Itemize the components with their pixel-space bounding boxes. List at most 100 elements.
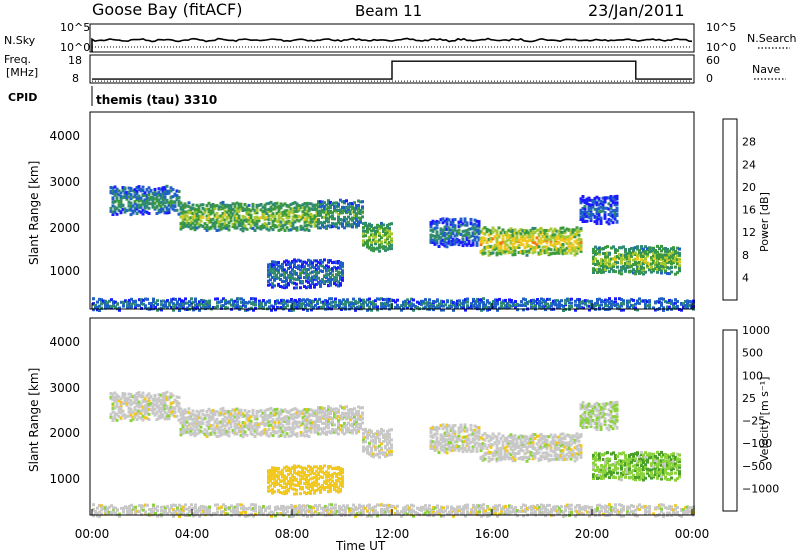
power-cell [614,304,617,307]
power-cell [263,222,267,226]
velocity-cell [291,478,294,482]
velocity-cell [287,480,290,483]
power-cell [471,226,475,230]
power-cell [522,303,525,307]
power-cell [323,201,326,205]
power-cell [175,194,179,198]
power-cell [147,206,151,210]
velocity-cell [163,403,167,407]
velocity-cell [317,411,320,414]
power-cell [201,216,205,219]
velocity-cell [147,412,151,416]
velocity-cell [247,414,251,418]
velocity-cell [251,433,255,436]
velocity-cell [195,420,199,424]
power-cell [207,216,211,220]
velocity-cell [269,471,272,475]
power-cell [368,227,371,231]
power-cell [666,250,669,254]
power-cell [259,227,263,231]
power-cell [595,215,599,219]
power-cell [628,265,631,269]
velocity-cell [113,397,117,401]
power-cell [195,214,199,218]
power-cell [337,217,340,221]
power-cell [291,222,295,225]
power-echo-region [179,200,319,233]
power-cell [333,222,336,226]
velocity-cell [301,419,305,423]
power-cell [592,267,595,271]
power-cell [277,282,280,286]
power-cell [263,209,267,213]
power-cell [588,304,591,308]
power-cell [355,219,358,222]
power-cell [247,218,251,221]
power-cell [227,221,231,225]
velocity-cell [211,413,215,417]
power-cell [291,267,294,271]
power-cell [257,204,261,207]
power-cell [513,246,517,250]
power-cell [674,298,677,302]
power-cell [169,186,173,190]
power-cell [241,226,245,229]
velocity-cell [349,429,352,433]
power-cell [188,303,191,307]
power-cell [195,221,199,225]
power-cell [208,301,211,305]
power-cell [440,299,443,303]
power-cell [466,306,469,310]
power-cell [410,304,413,308]
velocity-cell [275,482,278,486]
power-cell [163,211,167,215]
power-cell [271,264,274,268]
power-cell [180,301,183,305]
velocity-cell [153,412,157,416]
power-cell [159,207,163,211]
velocity-cell [359,414,362,418]
velocity-cell [187,431,191,435]
power-cell [267,270,270,274]
velocity-cell [345,423,348,427]
power-cell [283,223,287,227]
velocity-cell [157,406,161,410]
velocity-cell [355,418,358,422]
power-cell [141,202,145,206]
power-cell [283,268,286,272]
power-cell [163,204,167,208]
power-cell [321,280,324,284]
power-cell [495,237,499,241]
power-cell [596,301,599,304]
velocity-cell [155,401,159,405]
velocity-cell [345,430,348,434]
velocity-cell [205,430,209,433]
power-cell [475,219,479,223]
power-cell [307,229,311,232]
velocity-cell [291,408,295,412]
power-cell [195,212,199,216]
power-cell [616,302,619,306]
power-cell [339,222,342,226]
power-cell [386,235,389,239]
power-cell [161,207,165,211]
power-cell [230,298,233,302]
power-cell [542,304,545,308]
power-cell [185,214,189,218]
velocity-cell [185,426,189,430]
power-cell [453,234,457,238]
power-cell [382,223,385,227]
power-cell [277,204,281,208]
power-cell [293,281,296,285]
power-cell [167,201,171,205]
power-cell [364,221,367,225]
power-cell [563,229,567,233]
power-cell [579,247,583,251]
velocity-cell [263,428,267,432]
power-cell [276,305,279,309]
velocity-cell [205,409,209,413]
power-cell [295,271,298,275]
velocity-cell [211,409,215,412]
power-cell [575,241,579,245]
power-cell [577,246,581,250]
